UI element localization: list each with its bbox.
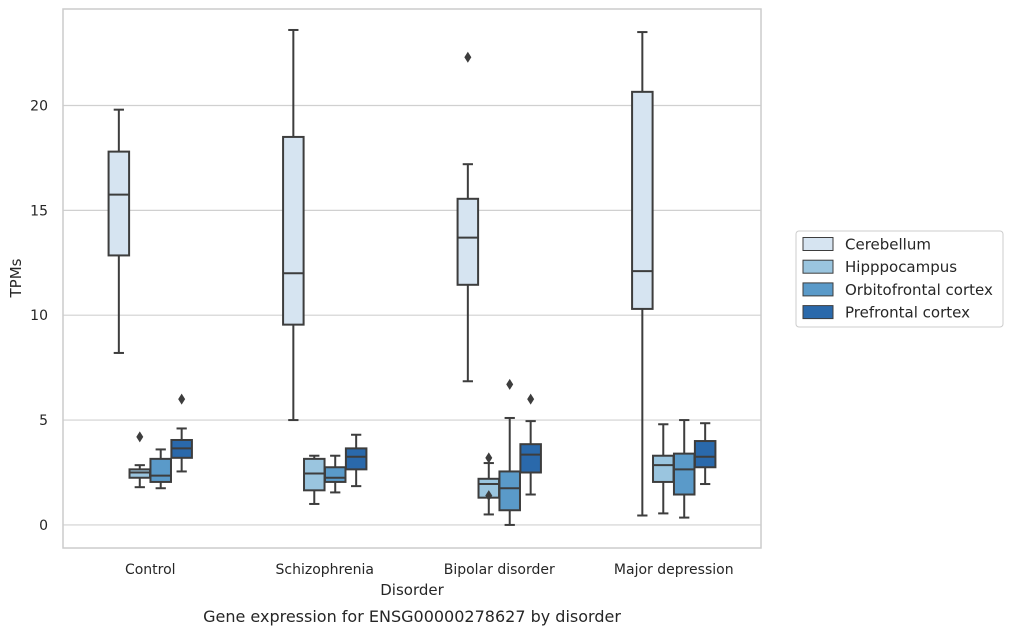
legend-entry-label: Orbitofrontal cortex [845, 281, 993, 299]
legend-frame [795, 230, 1004, 328]
y-tick-label: 0 [39, 518, 48, 534]
y-tick-label: 5 [39, 413, 48, 429]
box-prefrontal-cortex [170, 393, 193, 473]
box-cerebellum [631, 31, 654, 517]
box-cerebellum [456, 51, 480, 383]
y-axis-label: TPMs [7, 258, 25, 298]
outlier-point [136, 431, 144, 443]
legend-entry-label: Hipppocampus [845, 258, 957, 276]
x-tick-label: Control [125, 562, 176, 578]
outlier-point [464, 51, 472, 63]
box-iqr [519, 443, 542, 474]
y-tick-label: 10 [30, 308, 48, 324]
box-iqr [344, 447, 368, 471]
box-orbitofrontal-cortex [149, 448, 172, 490]
box-iqr [282, 135, 305, 326]
box-cerebellum [107, 108, 131, 354]
box-orbitofrontal-cortex [323, 454, 347, 494]
legend-entry-label: Cerebellum [845, 236, 931, 254]
chart-caption: Gene expression for ENSG00000278627 by d… [203, 607, 621, 626]
box-hipppocampus [303, 454, 326, 505]
box-cerebellum [282, 28, 305, 422]
x-axis-label: Disorder [380, 581, 444, 599]
box-iqr [456, 197, 480, 286]
x-tick-label: Major depression [614, 562, 734, 578]
box-iqr [323, 466, 347, 483]
plot-area-frame [62, 8, 762, 549]
box-hipppocampus [477, 452, 501, 516]
box-prefrontal-cortex [344, 433, 368, 488]
outlier-point [178, 393, 186, 405]
box-iqr [672, 452, 696, 496]
outlier-point [485, 490, 493, 502]
box-groups [107, 28, 717, 526]
x-tick-label: Bipolar disorder [444, 562, 555, 578]
box-iqr [631, 90, 654, 310]
box-prefrontal-cortex [693, 422, 717, 486]
y-tick-label: 15 [30, 203, 48, 219]
legend-swatch [802, 305, 834, 320]
box-iqr [652, 454, 675, 483]
box-iqr [128, 468, 152, 479]
box-iqr [303, 457, 326, 492]
y-tick-label: 20 [30, 98, 48, 114]
box-orbitofrontal-cortex [672, 419, 696, 519]
outlier-point [506, 378, 514, 390]
outlier-point [527, 393, 535, 405]
legend-swatch [802, 282, 834, 297]
box-orbitofrontal-cortex [498, 378, 521, 526]
box-prefrontal-cortex [519, 393, 542, 496]
box-hipppocampus [652, 423, 675, 515]
y-axis-ticks: 0 5 10 15 20 [30, 98, 48, 533]
box-iqr [498, 470, 521, 512]
outlier-point [485, 452, 493, 464]
x-tick-label: Schizophrenia [276, 562, 374, 578]
box-iqr [107, 150, 131, 257]
legend-swatch [802, 259, 834, 274]
box-hipppocampus [128, 431, 152, 489]
legend: Cerebellum Hipppocampus Orbitofrontal cort… [795, 230, 1004, 328]
legend-entry-label: Prefrontal cortex [845, 304, 970, 322]
legend-swatch [802, 237, 834, 251]
x-axis-ticks: Control Schizophrenia Bipolar disorder Majo… [125, 562, 734, 578]
box-iqr [693, 440, 717, 469]
box-iqr [149, 457, 172, 483]
